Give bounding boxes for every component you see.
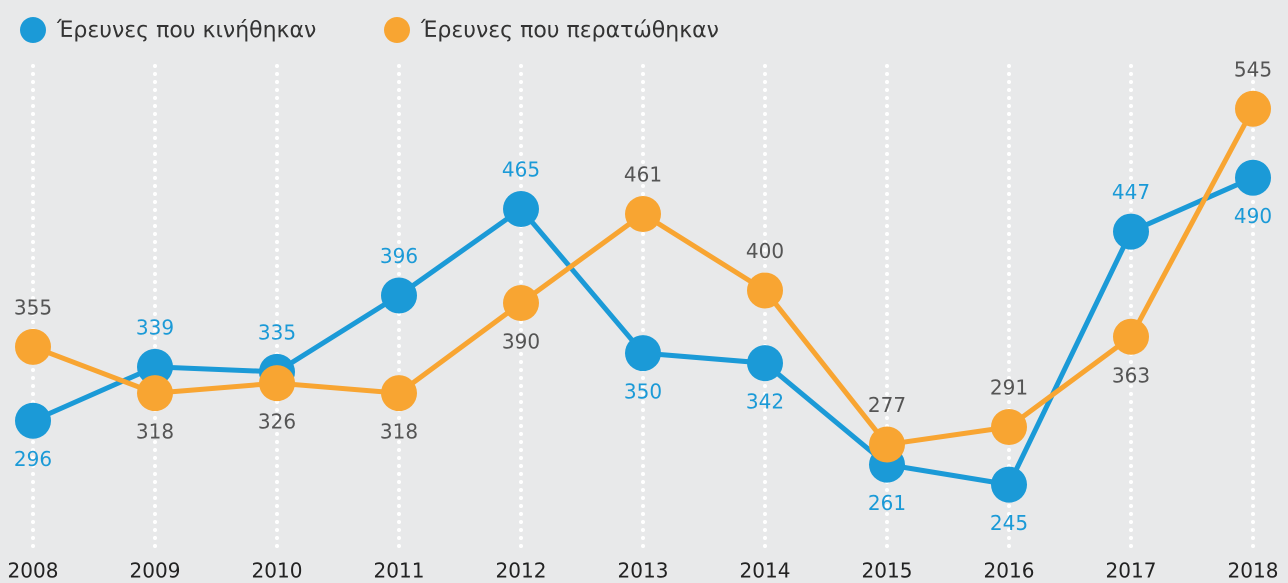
point xyxy=(503,191,539,228)
x-tick-label: 2009 xyxy=(130,559,181,583)
x-tick-label: 2011 xyxy=(374,559,425,583)
legend-marker xyxy=(384,17,410,43)
data-label: 339 xyxy=(136,315,174,339)
point xyxy=(625,196,661,233)
x-tick-label: 2017 xyxy=(1106,559,1157,583)
point xyxy=(869,426,905,463)
x-tick-label: 2016 xyxy=(984,559,1035,583)
data-label: 363 xyxy=(1112,363,1150,387)
point xyxy=(137,375,173,412)
x-tick-label: 2010 xyxy=(252,559,303,583)
point xyxy=(1113,318,1149,355)
data-label: 447 xyxy=(1112,180,1150,204)
data-label: 326 xyxy=(258,410,296,434)
data-label: 342 xyxy=(746,390,784,414)
data-label: 390 xyxy=(502,329,540,353)
point xyxy=(15,402,51,439)
data-label: 318 xyxy=(380,420,418,444)
data-label: 355 xyxy=(14,295,52,319)
x-tick-label: 2008 xyxy=(8,559,59,583)
data-label: 350 xyxy=(624,380,662,404)
data-label: 335 xyxy=(258,320,296,344)
x-tick-label: 2013 xyxy=(618,559,669,583)
data-label: 545 xyxy=(1234,57,1272,81)
legend-marker xyxy=(20,17,46,43)
point xyxy=(381,277,417,314)
point xyxy=(1113,213,1149,250)
data-label: 277 xyxy=(868,393,906,417)
data-label: 261 xyxy=(868,491,906,515)
point xyxy=(1235,90,1271,127)
data-label: 465 xyxy=(502,158,540,182)
point xyxy=(991,466,1027,503)
x-tick-label: 2014 xyxy=(740,559,791,583)
data-label: 245 xyxy=(990,511,1028,535)
data-label: 396 xyxy=(380,244,418,268)
point xyxy=(625,335,661,372)
x-tick-label: 2012 xyxy=(496,559,547,583)
data-label: 318 xyxy=(136,420,174,444)
point xyxy=(991,408,1027,445)
x-tick-label: 2015 xyxy=(862,559,913,583)
point xyxy=(503,284,539,321)
point xyxy=(381,375,417,412)
data-label: 461 xyxy=(624,163,662,187)
point xyxy=(259,365,295,402)
point xyxy=(15,328,51,365)
x-tick-label: 2018 xyxy=(1228,559,1279,583)
point xyxy=(1235,159,1271,196)
data-label: 400 xyxy=(746,239,784,263)
data-label: 296 xyxy=(14,447,52,471)
point xyxy=(747,272,783,309)
data-label: 490 xyxy=(1234,204,1272,228)
legend-label: Έρευνες που περατώθηκαν xyxy=(420,18,719,43)
point xyxy=(747,345,783,382)
point xyxy=(137,348,173,385)
legend-label: Έρευνες που κινήθηκαν xyxy=(56,18,316,43)
data-label: 291 xyxy=(990,375,1028,399)
